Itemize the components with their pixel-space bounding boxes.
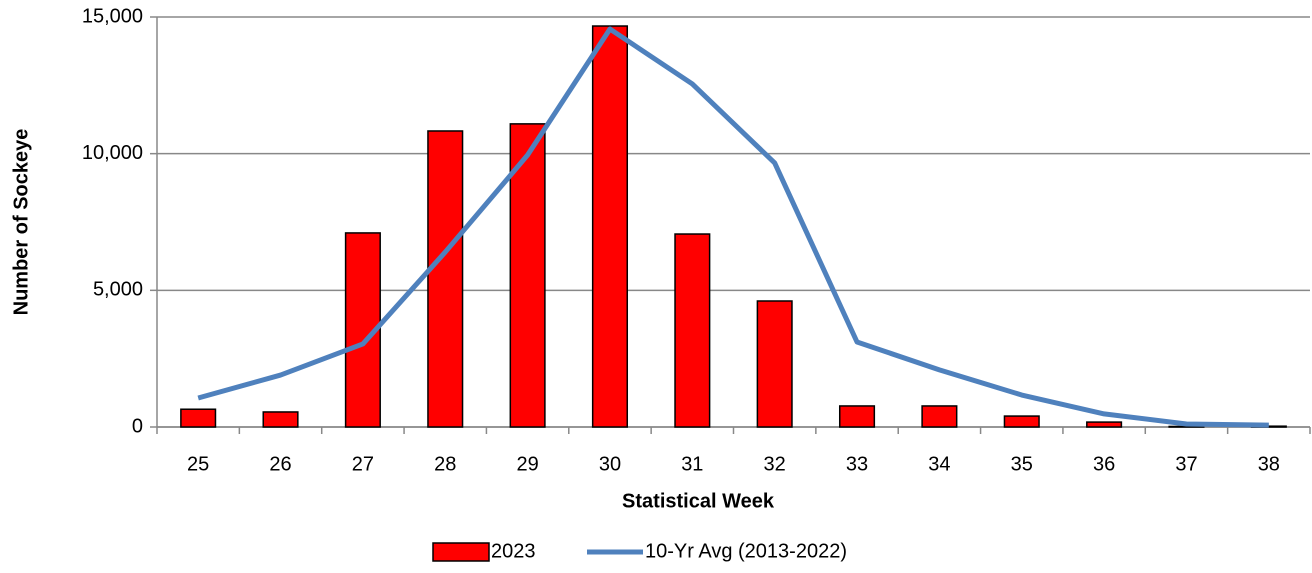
line	[197, 26, 1269, 428]
bar	[674, 233, 711, 428]
x-tick-label: 37	[1175, 453, 1197, 475]
x-tick-label: 32	[764, 453, 786, 475]
bar	[1003, 415, 1040, 428]
legend-label: 2023	[491, 540, 536, 562]
x-tick-label: 29	[516, 453, 538, 475]
bar	[427, 130, 464, 428]
x-tick-label: 33	[846, 453, 868, 475]
x-tick-label: 28	[434, 453, 456, 475]
x-tick-label: 25	[187, 453, 209, 475]
bar	[838, 405, 876, 428]
legend-swatch	[432, 542, 490, 562]
bar	[921, 405, 958, 428]
x-tick-label: 26	[269, 453, 291, 475]
bar	[756, 300, 793, 428]
x-tick-label: 38	[1258, 453, 1280, 475]
x-tick-label: 30	[599, 453, 621, 475]
y-tick-label: 15,000	[82, 5, 143, 27]
bar	[591, 25, 629, 428]
x-tick-label: 35	[1011, 453, 1033, 475]
x-tick-label: 34	[928, 453, 950, 475]
bar	[180, 408, 217, 428]
x-axis-label: Statistical Week	[622, 490, 775, 512]
x-tick-label: 27	[352, 453, 374, 475]
bar	[262, 411, 299, 428]
bar	[509, 123, 546, 428]
x-tick-label: 36	[1093, 453, 1115, 475]
y-tick-label: 0	[132, 415, 143, 437]
y-axis-label: Number of Sockeye	[10, 129, 32, 316]
legend-label: 10-Yr Avg (2013-2022)	[645, 540, 847, 562]
bar	[1086, 421, 1123, 428]
x-tick-label: 31	[681, 453, 703, 475]
y-tick-label: 10,000	[82, 142, 143, 164]
y-tick-label: 5,000	[93, 279, 143, 301]
